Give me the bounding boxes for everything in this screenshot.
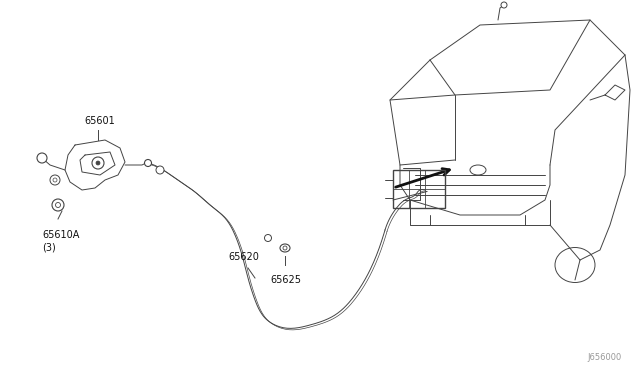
Circle shape xyxy=(283,246,287,250)
Text: 65601: 65601 xyxy=(84,116,115,126)
Circle shape xyxy=(156,166,164,174)
Circle shape xyxy=(52,199,64,211)
Text: 65610A: 65610A xyxy=(42,230,79,240)
Circle shape xyxy=(264,234,271,241)
Circle shape xyxy=(37,153,47,163)
Circle shape xyxy=(96,161,100,165)
Text: (3): (3) xyxy=(42,242,56,252)
Circle shape xyxy=(50,175,60,185)
Circle shape xyxy=(56,202,61,208)
Circle shape xyxy=(145,160,152,167)
Text: 65625: 65625 xyxy=(270,275,301,285)
Circle shape xyxy=(53,178,57,182)
Circle shape xyxy=(92,157,104,169)
Circle shape xyxy=(501,2,507,8)
Text: J656000: J656000 xyxy=(588,353,622,362)
Ellipse shape xyxy=(280,244,290,252)
Ellipse shape xyxy=(470,165,486,175)
Text: 65620: 65620 xyxy=(228,252,259,262)
